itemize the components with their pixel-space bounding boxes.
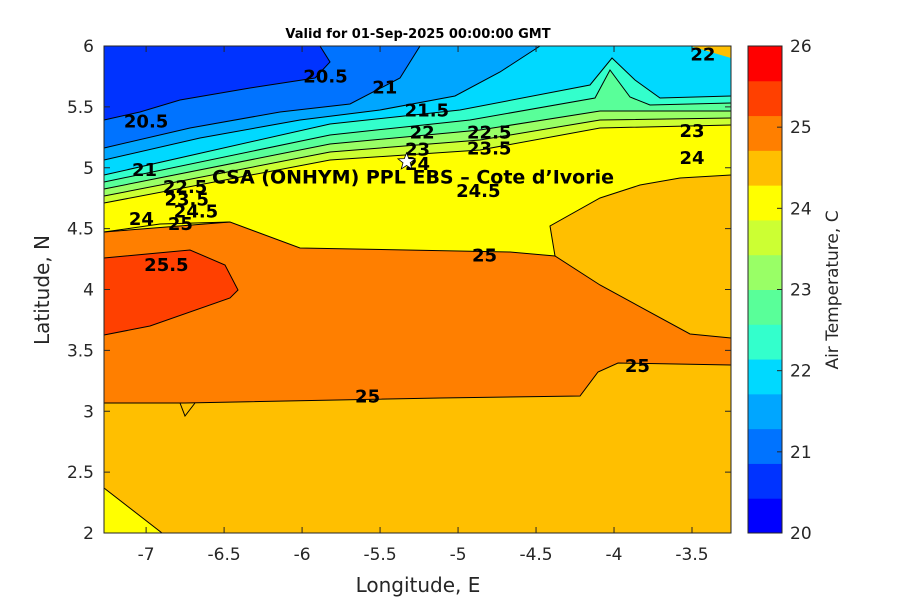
colorbar-tick-label: 23 xyxy=(790,281,812,301)
contour-label: 25 xyxy=(355,387,380,408)
contour-24.5-corner xyxy=(103,487,163,534)
y-tick-label: 2.5 xyxy=(67,463,94,483)
chart-title: Valid for 01-Sep-2025 00:00:00 GMT xyxy=(285,27,550,42)
x-tick-label: -4.5 xyxy=(519,545,552,565)
contour-21.5 xyxy=(103,45,541,161)
contour-label: 24 xyxy=(129,209,154,230)
band-21-21.5 xyxy=(104,46,540,160)
contour-25-upper xyxy=(103,221,732,339)
x-tick-label: -5.5 xyxy=(363,545,396,565)
y-tick-label: 4.5 xyxy=(67,220,94,240)
y-tick-label: 5 xyxy=(83,159,94,179)
contour-25 xyxy=(104,362,732,404)
contour-label: 22 xyxy=(410,122,435,143)
band-25.5-26 xyxy=(104,250,238,335)
colorbar-tick-label: 22 xyxy=(790,362,812,382)
colorbar-tick-label: 24 xyxy=(790,199,812,219)
contour-22 xyxy=(103,57,732,176)
y-tick-label: 4 xyxy=(83,281,94,301)
colorbar-segment xyxy=(748,80,782,117)
colorbar-tick-label: 20 xyxy=(790,524,812,544)
colorbar-segment xyxy=(748,359,782,395)
contour-24.5 xyxy=(549,174,732,257)
band-22.5-23 xyxy=(104,70,731,189)
site-label: CSA (ONHYM) PPL EBS – Cote d’Ivorie xyxy=(212,167,614,189)
band-22-22.5 xyxy=(104,58,731,182)
contour-23 xyxy=(103,110,731,190)
contour-25.5 xyxy=(103,249,239,336)
colorbar-label: Air Temperature, C xyxy=(823,210,843,369)
y-tick-label: 2 xyxy=(83,524,94,544)
colorbar-segment xyxy=(748,219,782,256)
contour-label: 21 xyxy=(372,77,397,98)
y-tick-label: 3.5 xyxy=(67,341,94,361)
contour-24 xyxy=(103,124,732,204)
x-tick-label: -7 xyxy=(138,545,155,565)
contour-label: 20.5 xyxy=(124,111,168,132)
contour-label: 23 xyxy=(679,121,704,142)
x-tick-label: -5 xyxy=(450,545,467,565)
colorbar-tick-label: 25 xyxy=(790,118,812,138)
contour-label: 24.5 xyxy=(174,202,218,223)
contour-20.5 xyxy=(103,45,331,121)
contour-label: 21.5 xyxy=(405,101,449,122)
y-axis-label: Latitude, N xyxy=(30,235,54,345)
band-24-24.5 xyxy=(104,125,731,256)
contour-label: 22.5 xyxy=(163,177,207,198)
contour-label: 22 xyxy=(690,45,715,66)
band-20.5-21 xyxy=(104,46,420,148)
y-axis: 22.533.544.555.56 xyxy=(67,37,731,544)
colorbar-segment xyxy=(748,463,782,499)
colorbar-segment xyxy=(748,150,782,186)
colorbar-segment xyxy=(748,254,782,290)
contour-label: 22.5 xyxy=(467,122,511,143)
x-tick-label: -4 xyxy=(606,545,623,565)
contour-label: 23.5 xyxy=(467,138,511,159)
contour-25-notch xyxy=(179,402,196,418)
contour-24.5-west xyxy=(103,221,231,233)
contour-label: 24 xyxy=(679,148,704,169)
x-axis-label: Longitude, E xyxy=(356,573,481,597)
y-tick-label: 3 xyxy=(83,402,94,422)
colorbar-segment xyxy=(748,393,782,430)
contour-label: 24.5 xyxy=(456,181,500,202)
contour-21 xyxy=(103,45,421,149)
x-tick-label: -3.5 xyxy=(675,545,708,565)
colorbar-tick-label: 26 xyxy=(790,37,812,57)
contour-label: 21 xyxy=(132,160,157,181)
colorbar-segment xyxy=(748,324,782,360)
colorbar-segment xyxy=(748,115,782,151)
site-marker: CSA (ONHYM) PPL EBS – Cote d’Ivorie xyxy=(212,151,614,189)
star-icon xyxy=(396,151,417,170)
band-20-20.5 xyxy=(104,46,330,120)
contour-label: 25 xyxy=(625,356,650,377)
contour-label: 20.5 xyxy=(303,66,347,87)
y-tick-label: 6 xyxy=(83,37,94,57)
x-axis: -7 -6.5 -6 -5.5 -5 -4.5 -4 -3.5 xyxy=(138,46,709,565)
contour-label: 25 xyxy=(168,214,193,235)
contour-label: 25 xyxy=(472,245,497,266)
x-tick-label: -6 xyxy=(294,545,311,565)
x-tick-label: -6.5 xyxy=(208,545,241,565)
y-tick-label: 5.5 xyxy=(67,98,94,118)
band-21.5-22 xyxy=(104,46,731,175)
contour-label: 23.5 xyxy=(164,189,208,210)
contour-23.5 xyxy=(103,117,732,197)
colorbar-segment xyxy=(748,289,782,325)
colorbar-segment xyxy=(748,46,782,82)
band-25-25.5 xyxy=(104,222,731,403)
colorbar-segment xyxy=(748,428,782,464)
colorbar-segment xyxy=(748,498,782,534)
colorbar-segment xyxy=(748,185,782,221)
contour-label: 25.5 xyxy=(144,255,188,276)
contour-label: 23 xyxy=(405,139,430,160)
colorbar: 20 21 22 23 24 25 26 xyxy=(747,37,812,544)
colorbar-tick-label: 21 xyxy=(790,443,812,463)
contour-22.5 xyxy=(103,69,732,183)
